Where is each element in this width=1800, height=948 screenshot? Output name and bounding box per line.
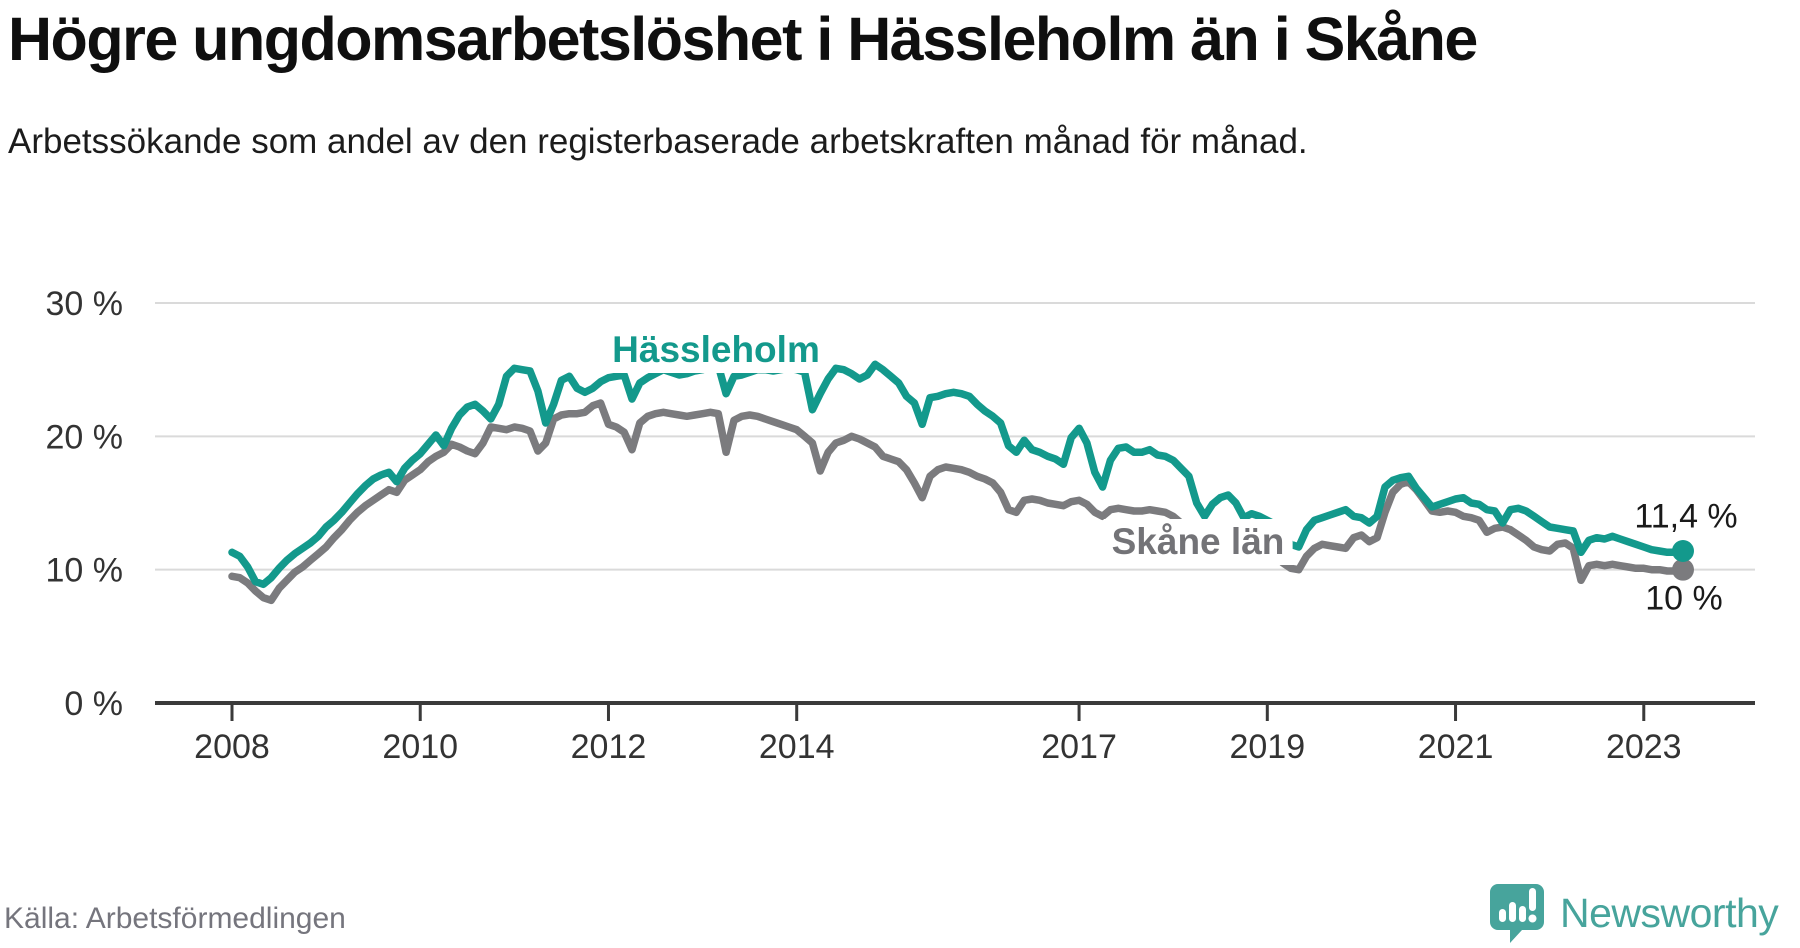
newsworthy-branding: Newsworthy <box>1488 880 1800 946</box>
series-label-skane-lan: Skåne län <box>1103 519 1293 565</box>
y-axis-label-30: 30 % <box>46 285 124 323</box>
x-axis-label-2021: 2021 <box>1418 728 1494 766</box>
bar-3 <box>1519 906 1526 922</box>
x-axis-label-2023: 2023 <box>1606 728 1682 766</box>
newsworthy-wordmark: Newsworthy <box>1560 889 1779 936</box>
series-label-haessleholm: Hässleholm <box>604 327 828 373</box>
end-value-label-skane-lan: 10 % <box>1645 579 1723 618</box>
source-note: Källa: Arbetsförmedlingen <box>4 902 346 935</box>
end-value-label-haessleholm: 11,4 % <box>1634 497 1738 536</box>
x-axis-label-2014: 2014 <box>759 728 835 766</box>
exclamation-dot <box>1528 914 1537 923</box>
exclamation-stroke <box>1529 888 1536 911</box>
bar-2 <box>1509 902 1516 922</box>
x-axis-label-2019: 2019 <box>1229 728 1305 766</box>
end-dot-skane-lan <box>1671 558 1694 581</box>
series-line-skane-lan <box>228 399 1687 605</box>
x-axis-label-2017: 2017 <box>1041 728 1117 766</box>
bar-1 <box>1499 909 1506 922</box>
x-axis-label-2012: 2012 <box>571 728 647 766</box>
y-axis-label-10: 10 % <box>46 552 124 590</box>
series-line-haessleholm <box>228 360 1687 589</box>
page-title: Högre ungdomsarbetslöshet i Hässleholm ä… <box>8 5 1478 73</box>
y-axis-label-20: 20 % <box>46 418 124 456</box>
chart-subtitle: Arbetssökande som andel av den registerb… <box>8 122 1308 161</box>
y-axis-label-0: 0 % <box>64 685 123 723</box>
end-dot-haessleholm <box>1671 540 1694 563</box>
x-axis-label-2008: 2008 <box>194 728 270 766</box>
newsworthy-logo-icon <box>1490 884 1544 943</box>
x-axis-label-2010: 2010 <box>382 728 458 766</box>
